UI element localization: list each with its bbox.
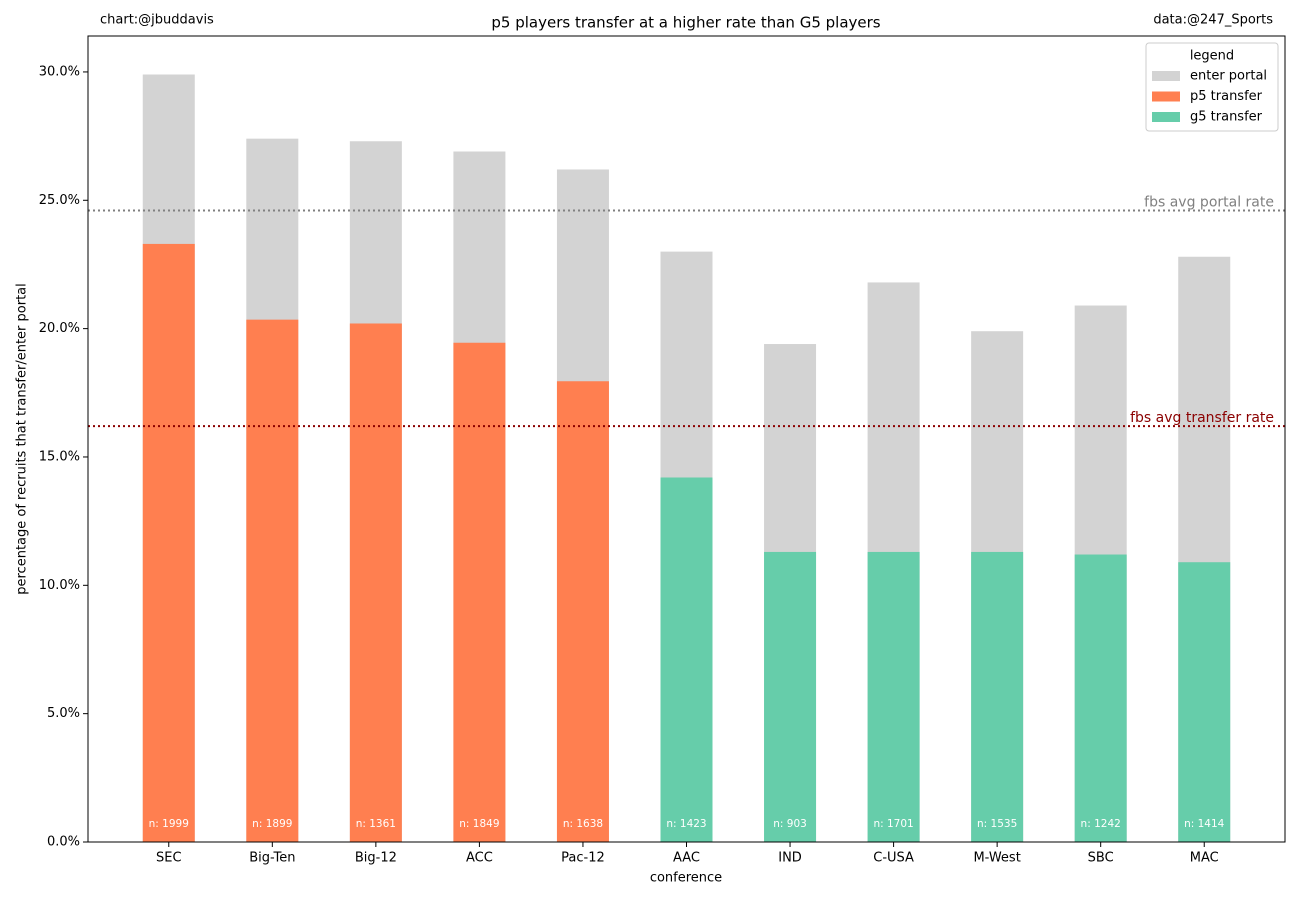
n-label: n: 1423	[666, 818, 706, 830]
credit-left: chart:@jbuddavis	[100, 13, 214, 28]
n-label: n: 1535	[977, 818, 1017, 830]
bar	[867, 551, 920, 842]
y-tick-label: 30.0%	[39, 64, 80, 79]
n-label: n: 1242	[1081, 818, 1121, 830]
y-tick-label: 15.0%	[39, 449, 80, 464]
n-label: n: 1638	[563, 818, 603, 830]
y-axis-label: percentage of recruits that transfer/ent…	[15, 283, 30, 595]
bar	[142, 243, 195, 843]
bar	[1074, 554, 1127, 842]
x-tick-label: MAC	[1190, 851, 1219, 866]
x-tick-label: SEC	[156, 851, 182, 866]
x-tick-label: IND	[778, 851, 802, 866]
credit-right: data:@247_Sports	[1153, 13, 1273, 28]
bar	[246, 319, 299, 842]
legend-label: p5 transfer	[1190, 89, 1263, 104]
x-tick-label: C-USA	[873, 851, 914, 866]
chart-title: p5 players transfer at a higher rate tha…	[491, 14, 880, 32]
y-tick-label: 20.0%	[39, 321, 80, 336]
x-tick-label: ACC	[466, 851, 493, 866]
x-axis-label: conference	[650, 871, 722, 886]
x-tick-label: SBC	[1088, 851, 1114, 866]
bar	[1178, 562, 1231, 842]
n-label: n: 1361	[356, 818, 396, 830]
x-tick-label: M-West	[973, 851, 1020, 866]
reference-label: fbs avg portal rate	[1144, 195, 1274, 211]
bar	[660, 477, 713, 842]
bar	[453, 342, 506, 842]
n-label: n: 1999	[149, 818, 189, 830]
x-tick-label: Big-Ten	[249, 851, 295, 866]
y-tick-label: 5.0%	[47, 706, 80, 721]
bar	[556, 381, 609, 842]
n-label: n: 1899	[252, 818, 292, 830]
legend-label: enter portal	[1190, 69, 1267, 84]
n-label: n: 1849	[459, 818, 499, 830]
legend-box	[1145, 42, 1279, 132]
bar	[349, 323, 402, 842]
y-tick-label: 25.0%	[39, 193, 80, 208]
legend-title: legend	[1190, 49, 1234, 64]
x-tick-label: AAC	[673, 851, 700, 866]
legend-swatch	[1152, 112, 1180, 122]
y-tick-label: 0.0%	[47, 835, 80, 850]
n-label: n: 1701	[873, 818, 913, 830]
legend-label: g5 transfer	[1190, 110, 1263, 125]
y-tick-label: 10.0%	[39, 578, 80, 593]
reference-label: fbs avg transfer rate	[1130, 410, 1274, 426]
x-tick-label: Big-12	[355, 851, 397, 866]
bar	[764, 551, 817, 842]
bar	[971, 551, 1024, 842]
n-label: n: 903	[773, 818, 807, 830]
n-label: n: 1414	[1184, 818, 1225, 830]
x-tick-label: Pac-12	[561, 851, 605, 866]
legend-swatch	[1152, 71, 1180, 81]
legend-swatch	[1152, 91, 1180, 102]
plot-frame	[87, 35, 1286, 843]
